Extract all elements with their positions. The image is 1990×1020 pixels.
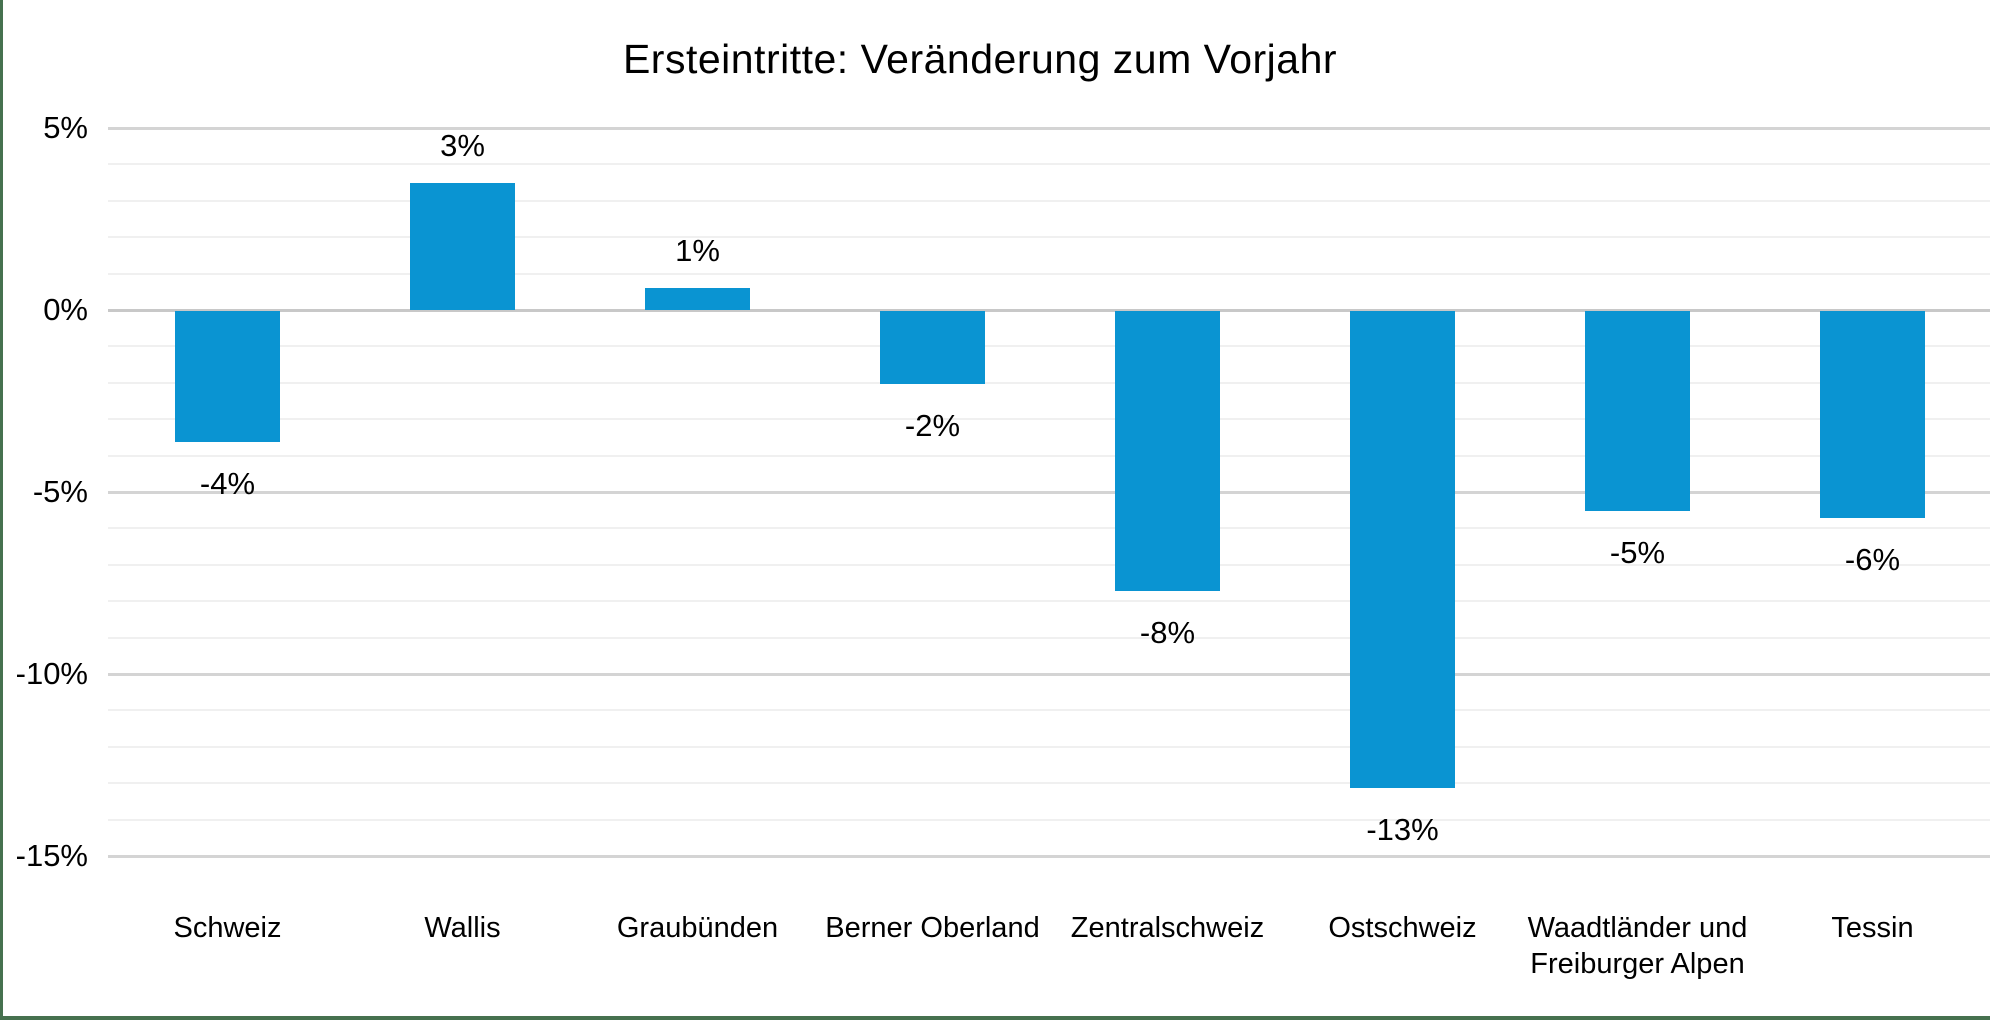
bar-ostschweiz	[1350, 311, 1455, 788]
gridline-minor	[108, 199, 1990, 202]
value-label-wallis: 3%	[440, 127, 485, 163]
category-label-schweiz: Schweiz	[110, 910, 345, 946]
gridline-minor	[108, 454, 1990, 457]
y-axis-tick-label: -5%	[32, 474, 88, 509]
bar-waadtlander-und-freiburger-alpen	[1585, 311, 1690, 512]
frame-left-border	[0, 0, 3, 1020]
gridline-major	[108, 673, 1990, 676]
gridline-minor	[108, 563, 1990, 566]
bar-schweiz	[175, 311, 280, 443]
gridline-minor	[108, 636, 1990, 639]
gridline-minor	[108, 272, 1990, 275]
gridline-minor	[108, 600, 1990, 603]
category-label-line: Freiburger Alpen	[1530, 948, 1745, 980]
chart-title: Ersteintritte: Veränderung zum Vorjahr	[622, 36, 1338, 82]
category-label-line: Schweiz	[173, 912, 282, 944]
bar-tessin	[1820, 311, 1925, 519]
gridline-major	[108, 491, 1990, 494]
gridline-major	[108, 127, 1990, 130]
value-label-graubunden: 1%	[675, 233, 720, 269]
category-label-line: Graubünden	[616, 912, 779, 944]
value-label-zentralschweiz: -8%	[1139, 615, 1196, 651]
gridline-minor	[108, 745, 1990, 748]
gridline-major	[108, 309, 1990, 312]
gridline-minor	[108, 818, 1990, 821]
category-label-line: Wallis	[424, 912, 501, 944]
category-label-ostschweiz: Ostschweiz	[1285, 910, 1520, 946]
bar-wallis	[410, 182, 515, 310]
gridline-major	[108, 855, 1990, 858]
value-label-tessin: -6%	[1844, 542, 1901, 578]
bar-graubunden	[645, 288, 750, 310]
value-label-ostschweiz: -13%	[1366, 811, 1439, 847]
value-label-berner-oberland: -2%	[904, 407, 961, 443]
gridline-minor	[108, 236, 1990, 239]
category-label-line: Berner Oberland	[825, 912, 1040, 944]
category-label-berner-oberland: Berner Oberland	[815, 910, 1050, 946]
gridline-minor	[108, 418, 1990, 421]
y-axis-tick-label: 5%	[43, 110, 88, 145]
category-label-zentralschweiz: Zentralschweiz	[1050, 910, 1285, 946]
category-label-wallis: Wallis	[345, 910, 580, 946]
y-axis-tick-label: -10%	[15, 656, 88, 691]
gridline-minor	[108, 527, 1990, 530]
value-label-schweiz: -4%	[199, 466, 256, 502]
gridline-minor	[108, 709, 1990, 712]
bar-berner-oberland	[880, 311, 985, 384]
category-label-line: Zentralschweiz	[1070, 912, 1265, 944]
y-axis-tick-label: -15%	[15, 838, 88, 873]
category-label-line: Tessin	[1831, 912, 1914, 944]
gridline-minor	[108, 345, 1990, 348]
gridline-minor	[108, 163, 1990, 166]
gridline-minor	[108, 381, 1990, 384]
bar-zentralschweiz	[1115, 311, 1220, 592]
category-label-line: Ostschweiz	[1328, 912, 1477, 944]
value-label-waadtlander-und-freiburger-alpen: -5%	[1609, 535, 1666, 571]
frame-bottom-border	[0, 1016, 1990, 1020]
category-label-waadtlander-und-freiburger-alpen: Waadtländer und Freiburger Alpen	[1520, 910, 1755, 982]
y-axis-tick-label: 0%	[43, 292, 88, 327]
category-label-graubunden: Graubünden	[580, 910, 815, 946]
category-label-tessin: Tessin	[1755, 910, 1990, 946]
category-label-line: Waadtländer und	[1527, 912, 1748, 944]
gridline-minor	[108, 782, 1990, 785]
